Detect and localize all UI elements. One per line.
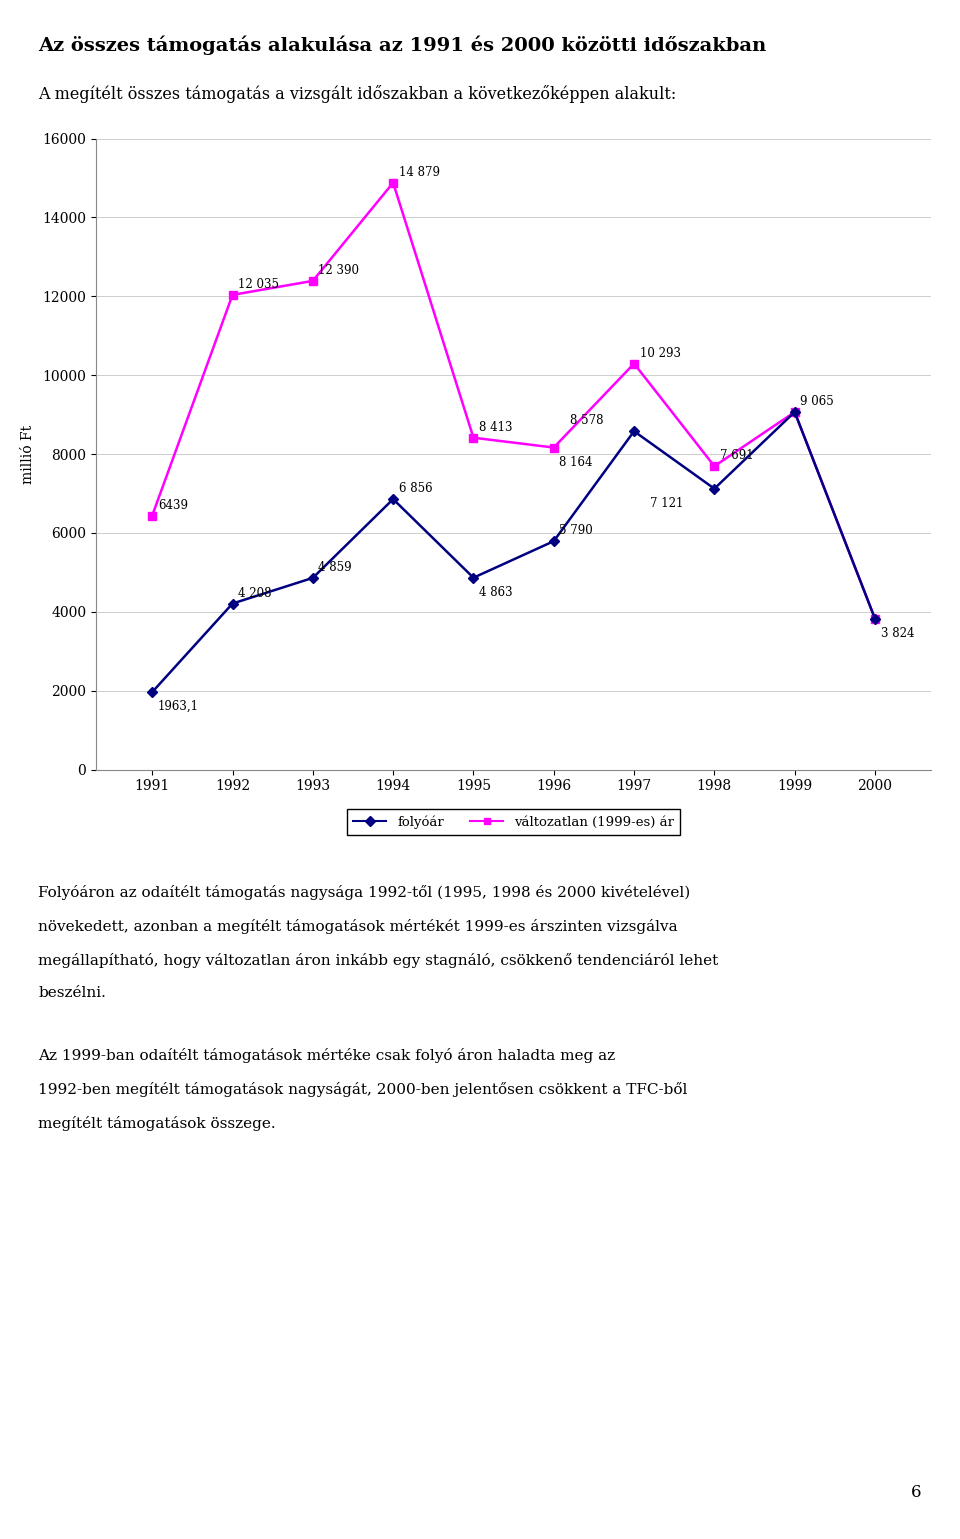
Text: beszélni.: beszélni.	[38, 986, 107, 1000]
Text: 6: 6	[911, 1484, 922, 1501]
Text: 5 790: 5 790	[560, 525, 593, 537]
Text: Az összes támogatás alakulása az 1991 és 2000 közötti időszakban: Az összes támogatás alakulása az 1991 és…	[38, 35, 767, 55]
Text: 14 879: 14 879	[398, 166, 440, 179]
Text: Folyóáron az odaítélt támogatás nagysága 1992-től (1995, 1998 és 2000 kivételéve: Folyóáron az odaítélt támogatás nagysága…	[38, 885, 690, 900]
Text: megítélt támogatások összege.: megítélt támogatások összege.	[38, 1116, 276, 1131]
Legend: folyóár, változatlan (1999-es) ár: folyóár, változatlan (1999-es) ár	[347, 810, 681, 836]
Text: 9 065: 9 065	[801, 396, 834, 408]
Text: Az 1999-ban odaítélt támogatások mértéke csak folyó áron haladta meg az: Az 1999-ban odaítélt támogatások mértéke…	[38, 1048, 615, 1063]
Text: A megítélt összes támogatás a vizsgált időszakban a következőképpen alakult:: A megítélt összes támogatás a vizsgált i…	[38, 85, 677, 103]
Text: 4 863: 4 863	[479, 586, 513, 599]
Text: 4 859: 4 859	[319, 560, 352, 574]
Text: 4 208: 4 208	[238, 586, 272, 600]
Text: 8 164: 8 164	[560, 456, 593, 468]
Y-axis label: millió Ft: millió Ft	[21, 425, 36, 483]
Text: 7 691: 7 691	[720, 449, 754, 462]
Text: 12 035: 12 035	[238, 279, 279, 291]
Text: 8 578: 8 578	[570, 414, 604, 428]
Text: 6 856: 6 856	[398, 482, 432, 496]
Text: 6439: 6439	[157, 499, 188, 511]
Text: 3 824: 3 824	[880, 626, 914, 640]
Text: 1963,1: 1963,1	[157, 700, 199, 713]
Text: 8 413: 8 413	[479, 420, 513, 434]
Text: megállapítható, hogy változatlan áron inkább egy stagnáló, csökkenő tendenciáról: megállapítható, hogy változatlan áron in…	[38, 953, 719, 968]
Text: növekedett, azonban a megítélt támogatások mértékét 1999-es árszinten vizsgálva: növekedett, azonban a megítélt támogatás…	[38, 919, 678, 934]
Text: 7 121: 7 121	[651, 497, 684, 509]
Text: 1992-ben megítélt támogatások nagyságát, 2000-ben jelentősen csökkent a TFC-ből: 1992-ben megítélt támogatások nagyságát,…	[38, 1082, 687, 1097]
Text: 12 390: 12 390	[319, 263, 359, 277]
Text: 10 293: 10 293	[639, 346, 681, 360]
